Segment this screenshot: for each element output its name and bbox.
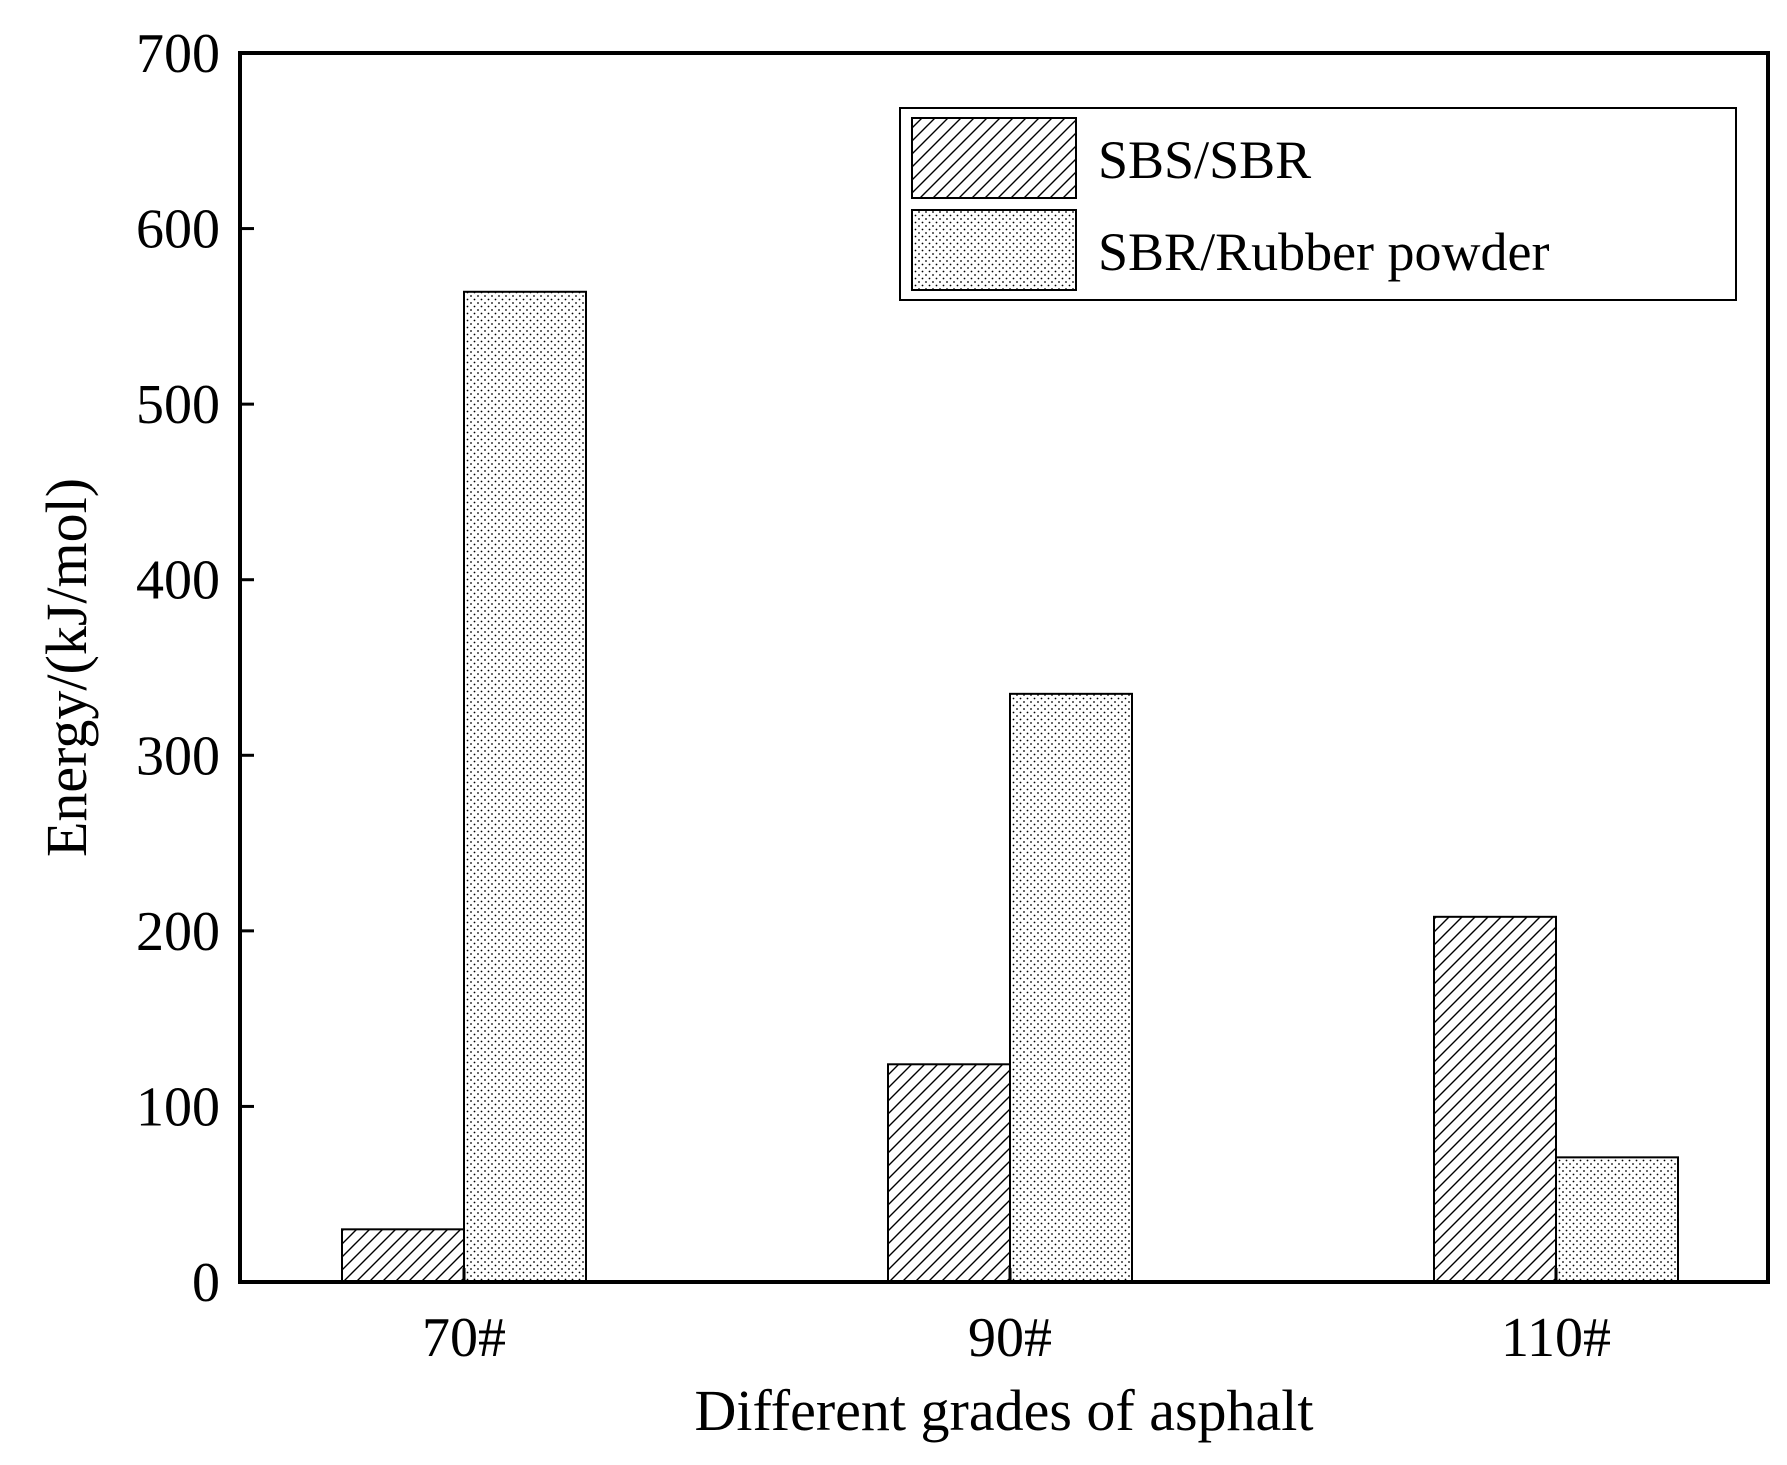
y-tick-label: 400: [136, 550, 220, 612]
bar-sbr-rubber-powder-90: [1009, 692, 1133, 1283]
legend-swatch-1: [911, 117, 1077, 199]
legend-label-1: SBS/SBR: [1098, 130, 1311, 190]
bar-sbs-sbr-110: [1433, 915, 1557, 1283]
x-tick-label: 110#: [1501, 1307, 1611, 1369]
y-tick-label: 700: [136, 23, 220, 85]
legend: SBS/SBR SBR/Rubber powder: [899, 107, 1737, 301]
x-axis-title: Different grades of asphalt: [695, 1378, 1314, 1443]
y-tick-label: 200: [136, 901, 220, 963]
bar-sbs-sbr-90: [887, 1063, 1011, 1283]
bar-sbs-sbr-70: [341, 1228, 465, 1284]
y-tick-label: 100: [136, 1076, 220, 1138]
plot-frame: [238, 51, 1770, 1284]
bar-sbr-rubber-powder-70: [463, 290, 587, 1283]
x-tick-label: 90#: [968, 1307, 1052, 1369]
legend-label-2: SBR/Rubber powder: [1098, 222, 1550, 282]
axes-layer: 0 100 200 300 400 500 600 700 70# 90# 110# Differen…: [34, 23, 1770, 1443]
y-tick-label: 500: [136, 374, 220, 436]
bar-sbr-rubber-powder-110: [1555, 1156, 1679, 1283]
y-tick-label: 600: [136, 199, 220, 261]
bars-layer: [341, 290, 1679, 1284]
y-tick-label: 0: [192, 1252, 220, 1314]
y-tick-label: 300: [136, 725, 220, 787]
legend-swatch-2: [911, 209, 1077, 291]
x-tick-label: 70#: [422, 1307, 506, 1369]
y-axis-title: Energy/(kJ/mol): [34, 478, 99, 857]
